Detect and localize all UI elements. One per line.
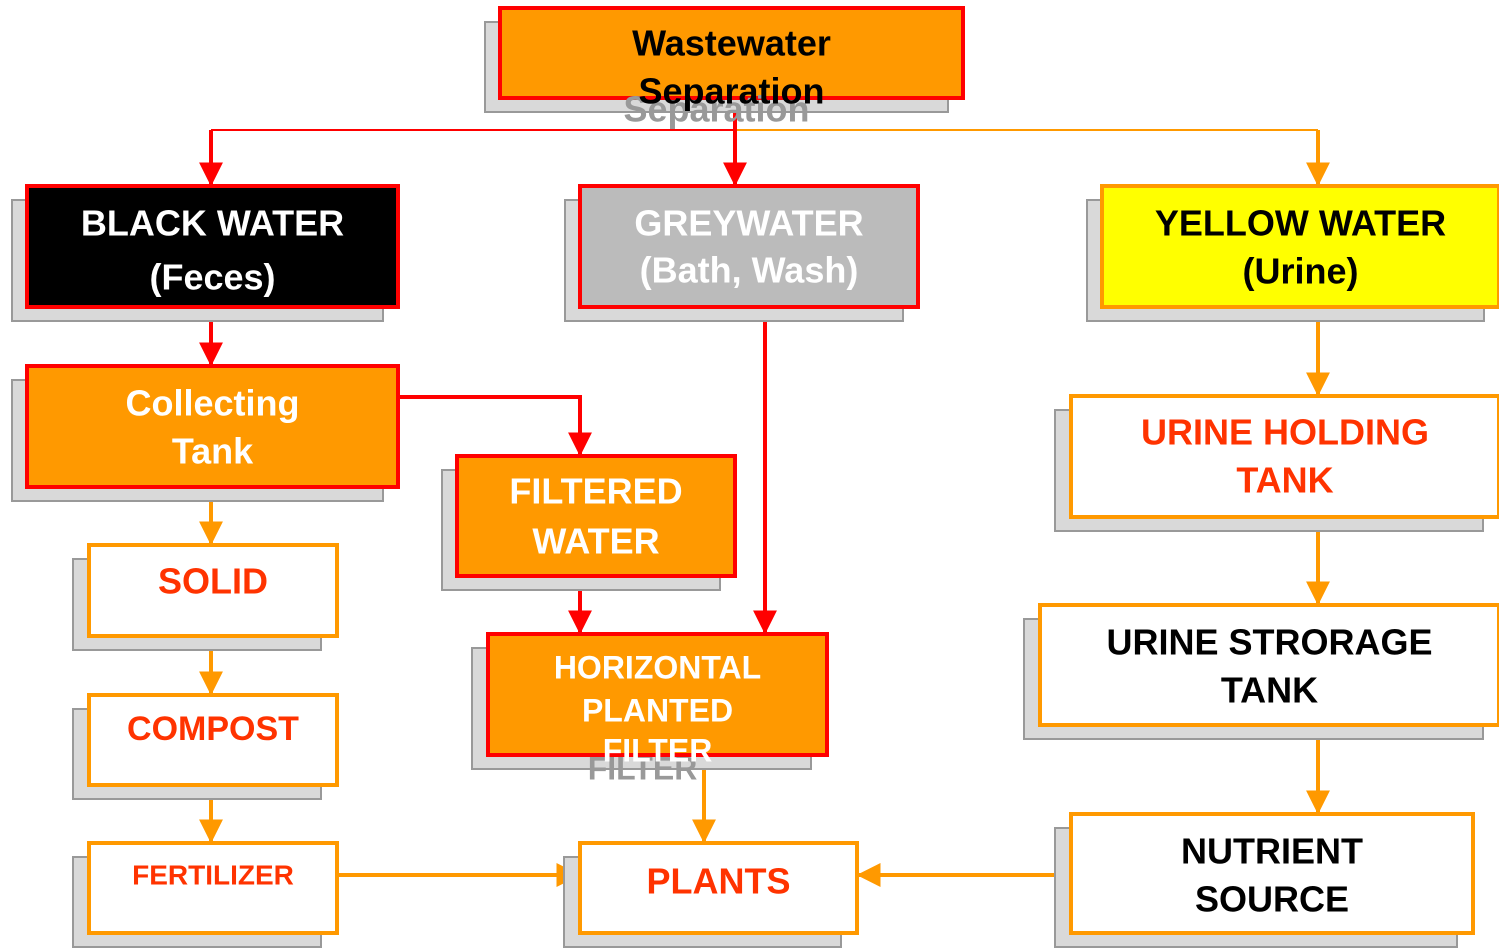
node: YELLOW WATER (Urine) — [1086, 184, 1499, 322]
node: COMPOST — [72, 693, 339, 800]
node-box — [578, 184, 920, 309]
node: FILTERED WATER — [441, 454, 737, 591]
node-box — [455, 454, 737, 578]
node-box — [1100, 184, 1499, 309]
node: BLACK WATER (Feces) — [11, 184, 400, 322]
node-label: FILTER — [603, 732, 713, 768]
node-box — [87, 693, 339, 787]
node-label: TANK — [1236, 460, 1333, 501]
node-label: COMPOST — [127, 710, 299, 748]
node-label: Separation — [638, 71, 824, 112]
node-label: FILTERED — [509, 471, 682, 512]
node-label: (Feces) — [149, 257, 275, 298]
node-label: YELLOW WATER — [1155, 203, 1446, 244]
node: URINE HOLDING TANK — [1054, 394, 1499, 532]
node: NUTRIENT SOURCE — [1054, 812, 1475, 948]
node-box — [578, 841, 859, 935]
node-label: Tank — [172, 431, 254, 472]
node-label: GREYWATER — [634, 203, 863, 244]
node-box — [87, 543, 339, 638]
node-label: WATER — [532, 521, 659, 562]
node-label-shadow: Separation — [623, 89, 809, 130]
node-label: Wastewater — [632, 23, 831, 64]
node-box — [25, 184, 400, 309]
node-box — [25, 364, 400, 489]
node-box — [1069, 812, 1475, 935]
node-label: TANK — [1221, 670, 1318, 711]
node-label: SOURCE — [1195, 879, 1349, 920]
node: FERTILIZER — [72, 841, 339, 948]
node-box — [1069, 394, 1499, 519]
node: SOLID — [72, 543, 339, 651]
node-label: SOLID — [158, 561, 268, 602]
node: GREYWATER (Bath, Wash) — [564, 184, 920, 322]
node: Collecting Tank — [11, 364, 400, 502]
node-label: HORIZONTAL — [554, 649, 761, 685]
node-label: Collecting — [125, 383, 299, 424]
node-label: FERTILIZER — [132, 859, 294, 890]
node-label: URINE HOLDING — [1141, 412, 1429, 453]
node-label: PLANTS — [647, 861, 791, 902]
node-label: (Bath, Wash) — [640, 250, 859, 291]
node: URINE STRORAGE TANK — [1023, 603, 1499, 740]
node-label-shadow: FILTER — [588, 750, 698, 786]
arrow — [398, 395, 592, 457]
node-label: (Urine) — [1243, 251, 1359, 292]
node-box — [87, 841, 339, 935]
node: PLANTS — [563, 841, 859, 948]
node-label: PLANTED — [582, 692, 733, 728]
node-box — [1038, 603, 1499, 727]
node-label: URINE STRORAGE — [1106, 622, 1432, 663]
node-box — [486, 632, 829, 757]
node-label: NUTRIENT — [1181, 831, 1363, 872]
node-label: BLACK WATER — [81, 203, 344, 244]
node-box — [498, 6, 965, 100]
